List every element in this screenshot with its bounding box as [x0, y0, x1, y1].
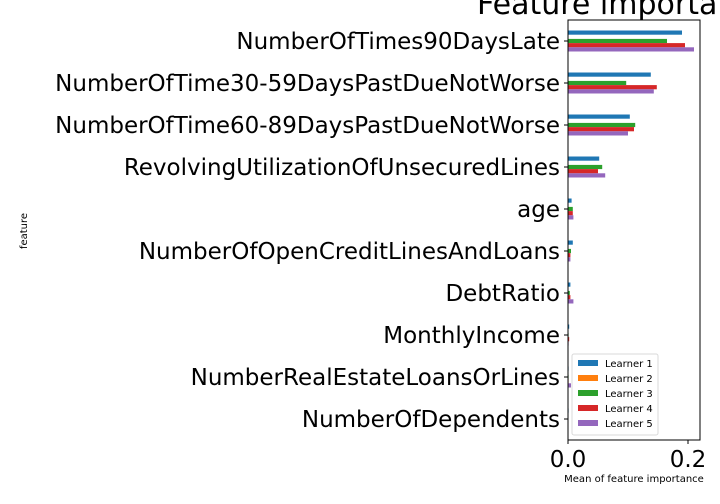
plot-frame	[567, 19, 701, 441]
bar	[568, 169, 598, 174]
bar	[568, 89, 654, 94]
bar	[568, 156, 600, 161]
y-tick-label: MonthlyIncome	[383, 323, 560, 349]
y-tick-label: NumberRealEstateLoansOrLines	[191, 365, 560, 391]
bar	[568, 80, 627, 86]
y-tick-labels: NumberOfTimes90DaysLate NumberOfTime30-59…	[55, 29, 568, 433]
bar	[568, 206, 573, 212]
bar	[568, 211, 573, 216]
legend: Learner 1 Learner 2 Learner 3 Learner 4 Lear…	[571, 353, 659, 436]
bar	[568, 127, 634, 132]
y-tick-label: NumberOfTimes90DaysLate	[236, 29, 560, 55]
bar	[568, 383, 571, 388]
bar	[568, 72, 651, 77]
bar	[568, 257, 571, 262]
bar	[568, 337, 570, 342]
bar	[568, 30, 682, 35]
legend-swatch	[578, 405, 598, 411]
bars	[568, 30, 694, 413]
bar	[568, 198, 572, 203]
legend-label: Learner 2	[605, 374, 653, 385]
legend-label: Learner 4	[605, 404, 653, 415]
bar	[568, 295, 571, 300]
y-axis-label: feature	[19, 213, 30, 249]
bar	[568, 114, 630, 119]
y-tick-label: NumberOfDependents	[302, 407, 560, 433]
legend-label: Learner 5	[605, 419, 653, 430]
bar	[568, 122, 636, 128]
chart-title: Feature importa	[477, 0, 717, 22]
bar	[568, 47, 694, 52]
x-ticks: 0.0 0.2	[550, 440, 707, 473]
bar	[568, 131, 628, 136]
bar	[568, 85, 657, 90]
legend-label: Learner 1	[605, 359, 653, 370]
legend-box	[571, 353, 659, 436]
bar	[568, 240, 573, 245]
bar	[568, 282, 571, 287]
y-tick-label: age	[517, 197, 560, 223]
legend-swatch	[578, 420, 598, 426]
bar	[568, 38, 667, 44]
legend-swatch	[578, 375, 598, 381]
bar	[568, 299, 574, 304]
y-tick-label: RevolvingUtilizationOfUnsecuredLines	[124, 155, 560, 181]
bar	[568, 248, 571, 254]
legend-swatch	[578, 360, 598, 366]
y-tick-label: NumberOfTime60-89DaysPastDueNotWorse	[55, 113, 560, 139]
y-tick-label: NumberOfOpenCreditLinesAndLoans	[139, 239, 560, 265]
legend-label: Learner 3	[605, 389, 653, 400]
legend-swatch	[578, 390, 598, 396]
bar	[568, 173, 606, 178]
x-axis-label: Mean of feature importance	[564, 474, 704, 485]
bar	[568, 324, 570, 329]
bar	[568, 290, 570, 296]
bar	[568, 253, 571, 258]
y-tick-label: DebtRatio	[445, 281, 560, 307]
y-tick-label: NumberOfTime30-59DaysPastDueNotWorse	[55, 71, 560, 97]
x-tick-label: 0.2	[670, 447, 707, 473]
bar	[568, 215, 574, 220]
x-tick-label: 0.0	[550, 447, 587, 473]
bar	[568, 43, 685, 48]
bar	[568, 164, 603, 170]
